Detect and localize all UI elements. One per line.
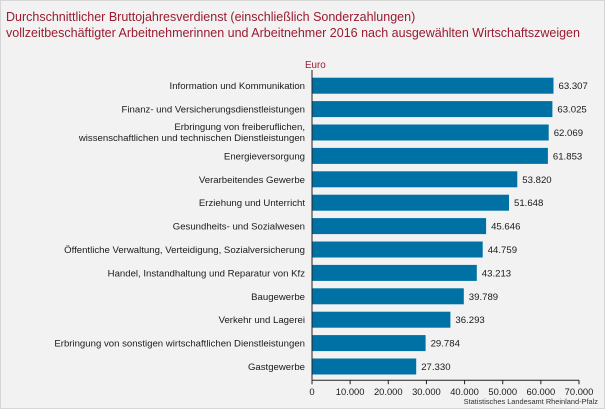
bars-group: Information und Kommunikation 63.307 Finan… <box>54 77 588 375</box>
category-label: Baugewerbe <box>251 292 305 303</box>
value-label: 36.293 <box>455 315 484 326</box>
category-label: Verarbeitendes Gewerbe <box>199 175 305 186</box>
x-axis: 0 10.000 20.000 30.000 40.000 50.000 60.000 70.… <box>309 70 593 397</box>
unit-label: Euro <box>305 60 326 71</box>
source-note: Statistisches Landesamt Rheinland-Pfalz <box>464 397 599 406</box>
bar <box>312 288 464 305</box>
bar <box>312 171 518 188</box>
chart-title-line-1: Durchschnittlicher Bruttojahresverdienst… <box>6 10 416 24</box>
x-tick-label: 0 <box>309 386 314 397</box>
bar <box>312 124 549 141</box>
category-label: Erbringung von freiberuflichen, <box>174 122 305 133</box>
x-tick-label: 10.000 <box>336 386 365 397</box>
bar <box>312 218 487 235</box>
bar <box>312 147 548 164</box>
value-label: 51.648 <box>514 198 543 209</box>
value-label: 44.759 <box>488 245 517 256</box>
bar <box>312 77 554 94</box>
value-label: 63.025 <box>557 105 586 116</box>
bar <box>312 194 509 211</box>
value-label: 27.330 <box>421 362 450 373</box>
category-label: wissenschaftlichen und technischen Diens… <box>78 133 305 144</box>
category-label: Gesundheits- und Sozialwesen <box>173 222 305 233</box>
chart-title-line-2: vollzeitbeschäftigter Arbeitnehmerinnen … <box>6 26 580 40</box>
chart-title: Durchschnittlicher Bruttojahresverdienst… <box>6 9 596 41</box>
value-label: 39.789 <box>469 292 498 303</box>
x-tick-label: 70.000 <box>565 386 594 397</box>
value-label: 29.784 <box>431 339 461 350</box>
category-label: Information und Kommunikation <box>170 81 305 92</box>
category-label: Gastgewerbe <box>248 362 305 373</box>
value-label: 53.820 <box>522 175 551 186</box>
bar <box>312 311 451 328</box>
category-label: Öffentliche Verwaltung, Verteidigung, So… <box>64 245 305 256</box>
category-label: Verkehr und Lagerei <box>219 315 305 326</box>
x-tick-label: 40.000 <box>450 386 479 397</box>
value-label: 63.307 <box>559 81 588 92</box>
x-tick-label: 20.000 <box>374 386 403 397</box>
value-label: 43.213 <box>482 268 511 279</box>
bar <box>312 358 417 375</box>
x-tick-label: 30.000 <box>412 386 441 397</box>
value-label: 45.646 <box>491 222 520 233</box>
bar <box>312 335 426 352</box>
category-label: Handel, Instandhaltung und Reparatur von… <box>108 268 306 279</box>
bar <box>312 241 483 258</box>
value-label: 62.069 <box>554 128 583 139</box>
bar <box>312 101 553 118</box>
category-label: Erziehung und Unterricht <box>199 198 305 209</box>
category-label: Energieversorgung <box>224 151 305 162</box>
value-label: 61.853 <box>553 151 582 162</box>
x-tick-label: 50.000 <box>488 386 517 397</box>
category-label: Erbringung von sonstigen wirtschaftliche… <box>54 339 305 350</box>
bar <box>312 264 477 281</box>
category-label: Finanz- und Versicherungsdienstleistunge… <box>122 105 305 116</box>
x-tick-label: 60.000 <box>527 386 556 397</box>
